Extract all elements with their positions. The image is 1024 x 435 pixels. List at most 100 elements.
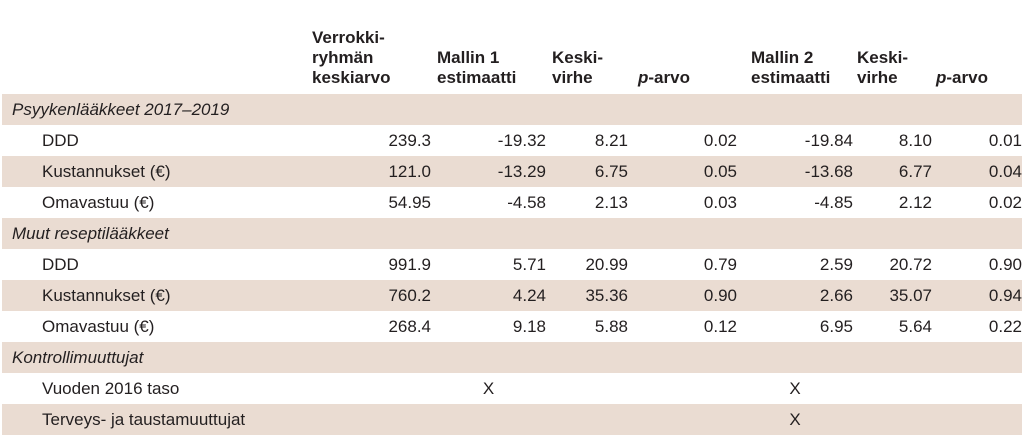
- header-row: Verrokki- ryhmän keskiarvo Mallin 1 esti…: [2, 0, 1022, 94]
- table-row: Vuoden 2016 taso X X: [2, 373, 1022, 404]
- cell-m2-mark: X: [789, 378, 801, 398]
- cell-m1: 4.24: [431, 280, 546, 311]
- cell-m2-mark: X: [737, 404, 853, 435]
- cell-mean: 268.4: [388, 316, 431, 336]
- row-label: Kustannukset (€): [2, 280, 298, 311]
- header-m2-line1: Mallin 2: [751, 48, 814, 67]
- cell-empty: [628, 373, 737, 404]
- table-row: Kustannukset (€) 121.0 -13.29 6.75 0.05 …: [2, 156, 1022, 187]
- section-row: Kontrollimuuttujat: [2, 342, 1022, 373]
- header-se1-line2: virhe: [552, 68, 593, 87]
- row-label: Omavastuu (€): [42, 316, 155, 336]
- cell-empty: [298, 373, 431, 404]
- cell-p1: 0.79: [703, 254, 737, 274]
- cell-m2: 6.95: [819, 316, 853, 336]
- row-label: DDD: [42, 130, 79, 150]
- header-empty: [2, 0, 298, 94]
- table-row: Terveys- ja taustamuuttujat X: [2, 404, 1022, 435]
- table-row: Omavastuu (€) 54.95 -4.58 2.13 0.03 -4.8…: [2, 187, 1022, 218]
- cell-se2: 20.72: [889, 254, 932, 274]
- cell-se2: 8.10: [898, 130, 932, 150]
- cell-se1: 20.99: [585, 254, 628, 274]
- cell-p2: 0.01: [988, 130, 1022, 150]
- row-label: Omavastuu (€): [42, 192, 155, 212]
- section-row: Psyykenlääkkeet 2017–2019: [2, 94, 1022, 125]
- header-model2-p: p-arvo: [932, 0, 1022, 94]
- cell-mean: 991.9: [388, 254, 431, 274]
- header-m2-line2: estimaatti: [751, 68, 831, 87]
- cell-p1: 0.90: [628, 280, 737, 311]
- cell-p2: 0.90: [988, 254, 1022, 274]
- cell-m2: -19.84: [804, 130, 853, 150]
- header-m1-line2: estimaatti: [437, 68, 517, 87]
- cell-se1: 6.75: [546, 156, 628, 187]
- cell-p2: 0.94: [932, 280, 1022, 311]
- cell-m1: 9.18: [512, 316, 546, 336]
- cell-empty: [853, 373, 932, 404]
- header-m1-line1: Mallin 1: [437, 48, 500, 67]
- cell-se2: 35.07: [853, 280, 932, 311]
- cell-m2: -4.85: [814, 192, 853, 212]
- cell-empty: [298, 404, 431, 435]
- header-group-mean: Verrokki- ryhmän keskiarvo: [298, 0, 431, 94]
- table-row: DDD 239.3 -19.32 8.21 0.02 -19.84 8.10 0…: [2, 125, 1022, 156]
- cell-mean: 760.2: [298, 280, 431, 311]
- cell-m1: -13.29: [431, 156, 546, 187]
- cell-se1: 8.21: [594, 130, 628, 150]
- cell-p1: 0.05: [628, 156, 737, 187]
- cell-se1: 2.13: [594, 192, 628, 212]
- cell-m1: -4.58: [507, 192, 546, 212]
- cell-empty: [932, 373, 1022, 404]
- cell-p2: 0.04: [932, 156, 1022, 187]
- header-model2-se: Keski- virhe: [853, 0, 932, 94]
- header-group-mean-line3: keskiarvo: [312, 68, 391, 87]
- header-se2-line1: Keski-: [857, 48, 909, 67]
- cell-m1: 5.71: [512, 254, 546, 274]
- header-model1-se: Keski- virhe: [546, 0, 628, 94]
- cell-se2: 2.12: [898, 192, 932, 212]
- section-title: Psyykenlääkkeet 2017–2019: [2, 94, 1022, 125]
- header-se1-line1: Keski-: [552, 48, 604, 67]
- section-title: Kontrollimuuttujat: [2, 342, 1022, 373]
- cell-p1: 0.12: [703, 316, 737, 336]
- cell-p2: 0.22: [988, 316, 1022, 336]
- cell-m2: 2.66: [737, 280, 853, 311]
- cell-se1: 5.88: [594, 316, 628, 336]
- row-label: Terveys- ja taustamuuttujat: [2, 404, 298, 435]
- header-p1-italic: p: [638, 68, 649, 87]
- header-p2-rest: -arvo: [946, 68, 988, 87]
- table-row: Omavastuu (€) 268.4 9.18 5.88 0.12 6.95 …: [2, 311, 1022, 342]
- cell-empty: [546, 373, 628, 404]
- header-group-mean-line1: Verrokki-: [312, 28, 385, 47]
- cell-empty: [932, 404, 1022, 435]
- header-group-mean-line2: ryhmän: [312, 48, 374, 67]
- cell-m1-mark: [431, 404, 546, 435]
- header-model2-estimate: Mallin 2 estimaatti: [737, 0, 853, 94]
- cell-se1: 35.36: [546, 280, 628, 311]
- header-p2-italic: p: [936, 68, 947, 87]
- cell-p1: 0.02: [703, 130, 737, 150]
- row-label: Vuoden 2016 taso: [42, 378, 180, 398]
- cell-mean: 54.95: [388, 192, 431, 212]
- cell-mean: 121.0: [298, 156, 431, 187]
- section-title: Muut reseptilääkkeet: [2, 218, 1022, 249]
- header-p1-rest: -arvo: [648, 68, 690, 87]
- cell-m1-mark: X: [482, 378, 495, 398]
- cell-empty: [628, 404, 737, 435]
- table-row: DDD 991.9 5.71 20.99 0.79 2.59 20.72 0.9…: [2, 249, 1022, 280]
- cell-empty: [546, 404, 628, 435]
- cell-mean: 239.3: [388, 130, 431, 150]
- cell-p1: 0.03: [703, 192, 737, 212]
- cell-m2: 2.59: [819, 254, 853, 274]
- section-row: Muut reseptilääkkeet: [2, 218, 1022, 249]
- cell-m2: -13.68: [737, 156, 853, 187]
- cell-m1: -19.32: [497, 130, 546, 150]
- table-row: Kustannukset (€) 760.2 4.24 35.36 0.90 2…: [2, 280, 1022, 311]
- cell-p2: 0.02: [988, 192, 1022, 212]
- header-se2-line2: virhe: [857, 68, 898, 87]
- header-model1-p: p-arvo: [628, 0, 737, 94]
- cell-se2: 6.77: [853, 156, 932, 187]
- cell-se2: 5.64: [898, 316, 932, 336]
- row-label: Kustannukset (€): [2, 156, 298, 187]
- cell-empty: [853, 404, 932, 435]
